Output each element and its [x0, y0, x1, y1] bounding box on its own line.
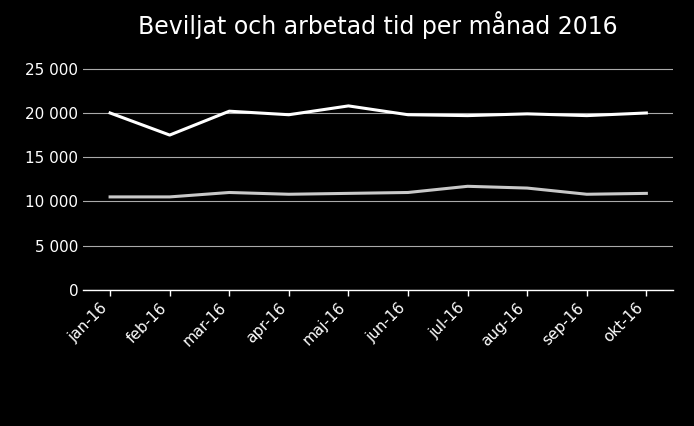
Line: Arbetad tid: Arbetad tid: [110, 186, 646, 197]
Beviljad tid hemtjänst: [344, 104, 353, 109]
Beviljad tid hemtjänst: [464, 113, 472, 118]
Beviljad tid hemtjänst: [106, 110, 115, 115]
Beviljad tid hemtjänst: [285, 112, 293, 117]
Beviljad tid hemtjänst: [523, 111, 532, 116]
Arbetad tid: [642, 191, 650, 196]
Arbetad tid: [523, 185, 532, 190]
Arbetad tid: [404, 190, 412, 195]
Beviljad tid hemtjänst: [583, 113, 591, 118]
Beviljad tid hemtjänst: [225, 109, 233, 114]
Arbetad tid: [464, 184, 472, 189]
Title: Beviljat och arbetad tid per månad 2016: Beviljat och arbetad tid per månad 2016: [138, 12, 618, 40]
Beviljad tid hemtjänst: [642, 110, 650, 115]
Arbetad tid: [106, 194, 115, 199]
Arbetad tid: [344, 191, 353, 196]
Beviljad tid hemtjänst: [404, 112, 412, 117]
Beviljad tid hemtjänst: [165, 132, 174, 138]
Arbetad tid: [165, 194, 174, 199]
Legend: Beviljad tid hemtjänst, Arbetad tid: Beviljad tid hemtjänst, Arbetad tid: [169, 421, 588, 426]
Arbetad tid: [583, 192, 591, 197]
Arbetad tid: [285, 192, 293, 197]
Arbetad tid: [225, 190, 233, 195]
Line: Beviljad tid hemtjänst: Beviljad tid hemtjänst: [110, 106, 646, 135]
